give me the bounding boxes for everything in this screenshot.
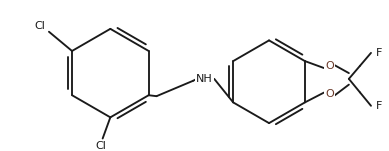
Text: Cl: Cl	[34, 21, 45, 31]
Text: Cl: Cl	[95, 141, 106, 151]
Text: O: O	[325, 90, 334, 100]
Text: F: F	[375, 48, 382, 58]
Text: O: O	[325, 61, 334, 71]
Text: NH: NH	[196, 74, 213, 84]
Text: F: F	[375, 101, 382, 111]
